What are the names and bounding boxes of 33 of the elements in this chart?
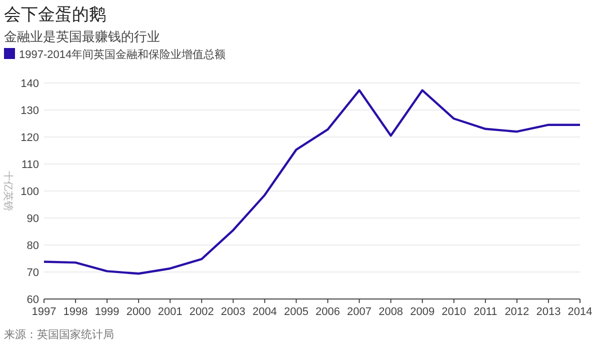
legend-label: 1997-2014年间英国金融和保险业增值总额 — [19, 48, 226, 61]
source-note: 来源：英国国家统计局 — [4, 328, 114, 341]
line-series — [42, 89, 582, 275]
x-tick-label: 1998 — [63, 306, 88, 318]
x-tick-label: 2012 — [504, 306, 530, 318]
x-tick-label: 2004 — [252, 306, 277, 318]
y-tick-label: 90 — [26, 213, 39, 225]
y-tick-label: 80 — [26, 240, 39, 252]
x-tick-label: 2013 — [536, 306, 561, 318]
x-tick-label: 2002 — [189, 306, 214, 318]
x-tick-label: 1997 — [32, 306, 56, 318]
x-tick-label: 2003 — [220, 306, 246, 318]
chart-subtitle: 金融业是英国最赚钱的行业 — [4, 29, 160, 44]
y-tick-label: 120 — [20, 132, 39, 144]
x-tick-label: 1999 — [94, 306, 120, 318]
x-tick-label: 2010 — [442, 306, 466, 318]
x-tick-label: 2011 — [474, 306, 498, 318]
x-tick-label: 2014 — [568, 306, 592, 318]
y-tick-label: 60 — [26, 294, 39, 306]
x-tick-label: 2007 — [347, 306, 372, 318]
x-tick-label: 2008 — [378, 306, 404, 318]
x-tick-label: 2006 — [316, 306, 340, 318]
y-axis-title: 十亿英镑 — [2, 171, 14, 211]
x-tick-label: 2001 — [158, 306, 182, 318]
y-tick-label: 110 — [21, 159, 39, 171]
y-tick-label: 100 — [20, 186, 39, 198]
chart-title: 会下金蛋的鹅 — [4, 5, 106, 24]
y-tick-label: 130 — [20, 105, 39, 117]
y-tick-label: 140 — [20, 78, 39, 90]
y-tick-label: 70 — [26, 267, 39, 279]
x-tick-label: 2000 — [126, 306, 151, 318]
x-tick-label: 2005 — [284, 306, 308, 318]
x-tick-label: 2009 — [410, 306, 435, 318]
